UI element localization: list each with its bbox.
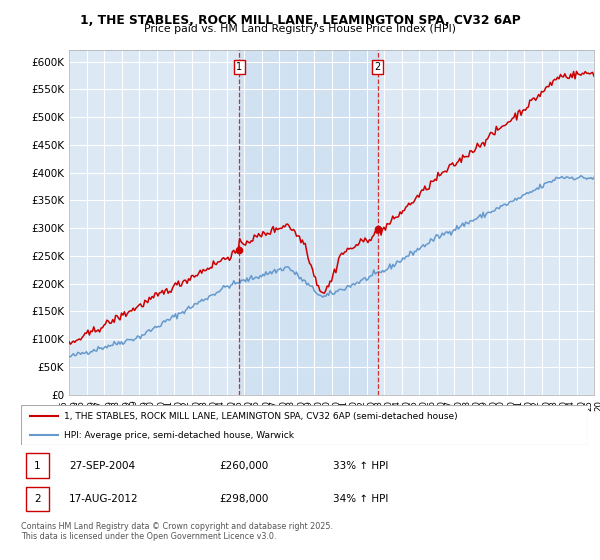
Text: 1: 1 xyxy=(34,460,41,470)
Text: 2: 2 xyxy=(34,494,41,504)
Text: 1: 1 xyxy=(236,62,242,72)
Point xyxy=(373,225,382,234)
Bar xyxy=(26,487,49,511)
Bar xyxy=(26,454,49,478)
Text: 1, THE STABLES, ROCK MILL LANE, LEAMINGTON SPA, CV32 6AP (semi-detached house): 1, THE STABLES, ROCK MILL LANE, LEAMINGT… xyxy=(64,412,457,421)
Text: 1, THE STABLES, ROCK MILL LANE, LEAMINGTON SPA, CV32 6AP: 1, THE STABLES, ROCK MILL LANE, LEAMINGT… xyxy=(80,14,520,27)
Text: 17-AUG-2012: 17-AUG-2012 xyxy=(69,494,139,504)
Text: 2: 2 xyxy=(374,62,380,72)
Text: 33% ↑ HPI: 33% ↑ HPI xyxy=(333,460,388,470)
Point xyxy=(235,246,244,255)
Text: £260,000: £260,000 xyxy=(220,460,269,470)
Bar xyxy=(239,50,377,395)
Text: 34% ↑ HPI: 34% ↑ HPI xyxy=(333,494,388,504)
Text: Contains HM Land Registry data © Crown copyright and database right 2025.
This d: Contains HM Land Registry data © Crown c… xyxy=(21,522,333,542)
Text: Price paid vs. HM Land Registry's House Price Index (HPI): Price paid vs. HM Land Registry's House … xyxy=(144,24,456,34)
Text: 27-SEP-2004: 27-SEP-2004 xyxy=(69,460,136,470)
Text: £298,000: £298,000 xyxy=(220,494,269,504)
Text: HPI: Average price, semi-detached house, Warwick: HPI: Average price, semi-detached house,… xyxy=(64,431,293,440)
